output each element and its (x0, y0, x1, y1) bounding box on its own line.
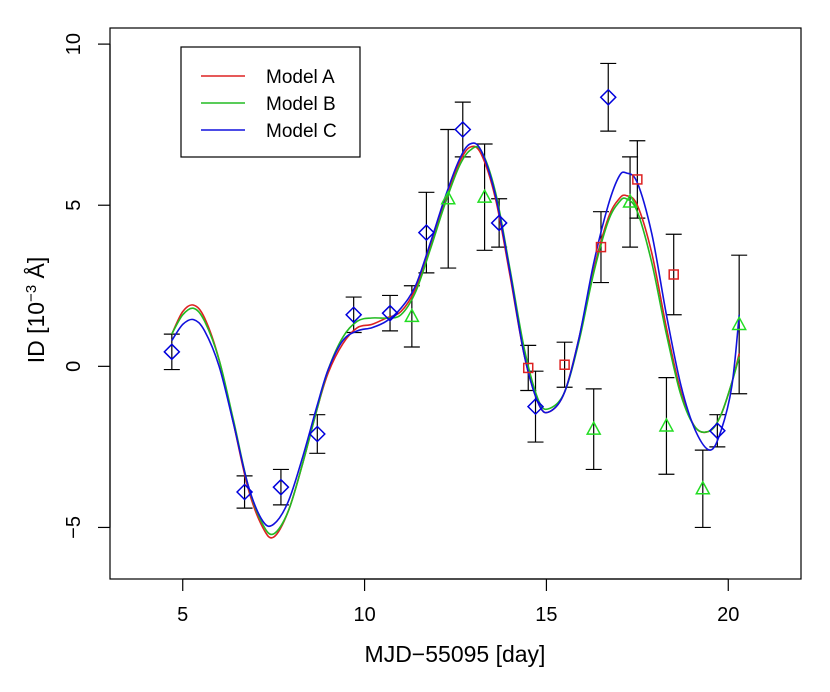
square-marker (632, 174, 643, 185)
legend-box (180, 46, 361, 158)
diamond-marker (490, 214, 508, 232)
diamond-marker (236, 483, 254, 501)
x-tick-label: 15 (535, 604, 557, 626)
legend: Model A Model B Model C (180, 46, 361, 158)
model-lines (171, 142, 740, 539)
diamond-marker (163, 343, 181, 361)
y-tick-label: −5 (63, 516, 85, 539)
diamond-marker (599, 88, 617, 106)
square-marker (595, 241, 607, 253)
diamond-marker (526, 398, 545, 416)
legend-label-model-b: Model B (266, 94, 336, 115)
x-axis-title: MJD−55095 [day] (365, 641, 546, 667)
y-tick-label: 0 (63, 361, 85, 372)
triangle-marker (476, 188, 493, 203)
square-marker (668, 269, 679, 280)
x-axis: 5 10 15 20 (177, 578, 739, 626)
diamond-marker (454, 120, 472, 139)
model-line-model-b (171, 145, 740, 536)
triangle-marker (658, 417, 675, 432)
error-bars (163, 62, 748, 529)
square-marker (559, 359, 570, 370)
y-tick-label: 10 (63, 33, 85, 55)
triangle-marker (731, 315, 747, 331)
y-axis: −5 0 5 10 (63, 33, 111, 539)
x-tick-label: 20 (717, 604, 739, 626)
y-tick-label: 5 (63, 200, 85, 211)
x-tick-label: 10 (353, 604, 375, 626)
diamond-marker (381, 304, 399, 322)
diamond-marker (345, 306, 363, 324)
model-line-model-a (171, 145, 740, 539)
diamond-marker (272, 478, 290, 496)
triangle-marker (440, 190, 456, 205)
diamond-marker (417, 224, 435, 242)
legend-label-model-c: Model C (266, 121, 337, 142)
square-marker (522, 362, 534, 374)
diamond-marker (308, 425, 326, 443)
triangle-marker (585, 420, 602, 435)
x-tick-label: 5 (177, 604, 188, 626)
model-line-model-c (171, 142, 740, 528)
data-markers (163, 88, 747, 501)
triangle-marker (404, 307, 420, 323)
triangle-marker (695, 480, 711, 495)
diamond-marker (708, 422, 726, 440)
triangle-marker (622, 193, 638, 208)
y-axis-title: ID [10−3 Å] (22, 257, 49, 364)
legend-label-model-a: Model A (266, 67, 335, 88)
